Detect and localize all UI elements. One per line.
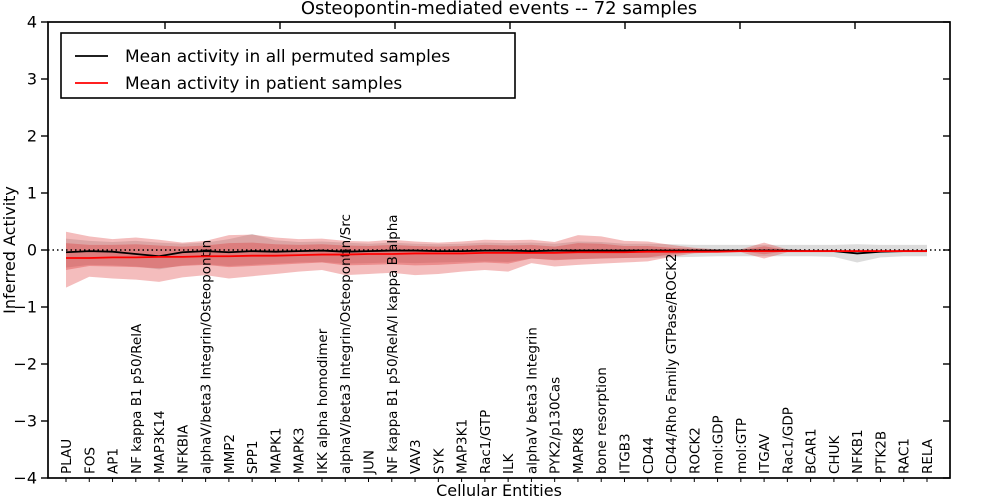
patient-samples-inner-band	[66, 242, 927, 270]
series-line-patient	[66, 250, 927, 259]
y-tick-label: 1	[27, 184, 37, 203]
legend-label-permuted: Mean activity in all permuted samples	[125, 47, 450, 67]
category-label: NFKB1	[850, 429, 866, 474]
category-label: BCAR1	[804, 428, 820, 474]
category-label: CHUK	[827, 435, 843, 474]
category-label: RELA	[920, 438, 936, 474]
category-label: AP1	[106, 448, 122, 474]
category-label: NF kappa B1 p50/RelA	[129, 323, 145, 474]
x-axis-title: Cellular Entities	[436, 481, 562, 500]
y-tick-label: 3	[27, 70, 37, 89]
category-label: RAC1	[897, 438, 913, 474]
category-label: JUN	[362, 450, 378, 475]
category-label: MAPK3	[292, 428, 308, 474]
y-tick-label: −1	[13, 298, 37, 317]
y-tick-label: 2	[27, 127, 37, 146]
y-tick-label: 0	[27, 241, 37, 260]
patient-samples-outer-band	[66, 231, 927, 288]
figure-title: Osteopontin-mediated events -- 72 sample…	[301, 0, 697, 19]
category-label: NF kappa B1 p50/RelA/I kappa B alpha	[385, 214, 401, 474]
category-label: alphaV/beta3 Integrin/Osteopontin/Src	[338, 214, 354, 474]
category-label: PLAU	[59, 439, 75, 474]
plot-area: PLAU FOS AP1 NF kappa B1 p50/RelA MAP3K14 NFK…	[13, 13, 951, 488]
legend: Mean activity in all permuted samples Me…	[60, 32, 516, 99]
category-label: alphaV beta3 Integrin	[524, 327, 540, 474]
category-label: SPP1	[245, 441, 261, 474]
permuted-samples-std-band	[66, 234, 927, 270]
y-tick-label: −3	[13, 412, 37, 431]
category-label: Rac1/GTP	[478, 410, 494, 474]
category-label: Rac1/GDP	[780, 407, 796, 474]
category-label: CD44	[641, 437, 657, 474]
category-label: ILK	[501, 452, 517, 474]
category-label: IKK alpha homodimer	[315, 328, 331, 474]
y-tick-label: 4	[27, 13, 37, 32]
category-label: MAPK8	[571, 428, 587, 474]
legend-label-patient: Mean activity in patient samples	[125, 74, 402, 94]
category-label: mol:GDP	[711, 415, 727, 474]
legend-box	[60, 32, 516, 99]
category-label: MAPK1	[268, 428, 284, 474]
y-tick-label: −2	[13, 355, 37, 374]
category-label: VAV3	[408, 439, 424, 474]
category-label: ROCK2	[687, 427, 703, 474]
category-label: bone resorption	[594, 367, 610, 474]
category-label: alphaV/beta3 Integrin/Osteopontin	[199, 240, 215, 474]
y-axis-title: Inferred Activity	[0, 186, 19, 314]
category-label: MAP3K14	[152, 410, 168, 474]
category-label: mol:GTP	[734, 418, 750, 474]
category-label: FOS	[82, 447, 98, 474]
category-label: NFKBIA	[175, 424, 191, 474]
category-label: CD44/Rho Family GTPase/ROCK2	[664, 253, 680, 474]
category-label: ITGAV	[757, 433, 773, 474]
category-label: MMP2	[222, 434, 238, 474]
category-label: ITGB3	[617, 433, 633, 474]
category-label: PTK2B	[873, 431, 889, 474]
category-label: PYK2/p130Cas	[548, 377, 564, 474]
category-label: MAP3K1	[455, 419, 471, 474]
category-label: SYK	[431, 447, 447, 474]
y-tick-label: −4	[13, 469, 37, 488]
